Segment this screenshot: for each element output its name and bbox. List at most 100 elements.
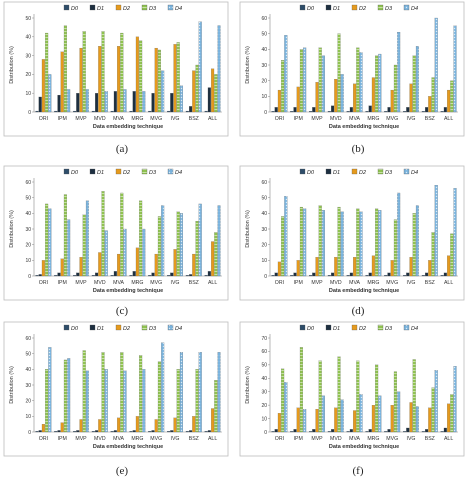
bar-mvd-d2 — [98, 419, 102, 433]
x-tick-label: IPM — [58, 116, 67, 122]
bar-ipm-d2 — [296, 407, 300, 433]
bar-ivg-d0 — [403, 431, 407, 433]
bar-mva-d0 — [110, 275, 114, 277]
bar-all-d2 — [211, 68, 215, 113]
bar-ori-d4 — [284, 35, 288, 113]
y-tick-label: 0 — [264, 274, 267, 280]
bar-mrg-d0 — [365, 431, 369, 433]
legend-swatch-d0 — [299, 4, 306, 11]
bar-mvg-d3 — [393, 64, 397, 113]
legend-label-d2: D2 — [123, 170, 130, 176]
chart-panel-f: D0 D1 D2 D3 D4 0 10 20 30 40 50 60 70 Distribution (%… — [239, 321, 465, 477]
x-tick-label: MVD — [94, 116, 106, 122]
bar-mrg-d1 — [132, 91, 136, 113]
bar-mva-d0 — [110, 110, 114, 113]
x-axis-label: Data embedding technique — [329, 288, 399, 294]
bar-mvd-d2 — [334, 407, 338, 433]
x-tick-label: IPM — [58, 280, 67, 286]
bar-bsz-d1 — [425, 272, 429, 277]
legend-swatch-d1 — [325, 324, 332, 331]
bar-mva-d3 — [120, 32, 124, 113]
bar-mva-d1 — [349, 272, 353, 277]
bar-mvp-d4 — [321, 55, 325, 113]
bar-bsz-d4 — [434, 17, 438, 113]
x-tick-label: MVP — [75, 280, 87, 286]
y-tick-label: 10 — [261, 258, 267, 264]
bar-mvd-d4 — [104, 369, 108, 433]
legend: D0 D1 D2 D3 D4 — [63, 168, 182, 176]
x-tick-label: MVA — [113, 280, 124, 286]
legend-swatch-d4 — [167, 168, 174, 175]
subfigure-caption: (a) — [116, 143, 129, 155]
bar-mrg-d2 — [135, 247, 139, 277]
bar-ipm-d1 — [293, 429, 297, 433]
bar-all-d4 — [453, 188, 457, 277]
x-tick-label: MVG — [150, 116, 162, 122]
bar-ipm-d4 — [67, 358, 71, 433]
bar-ivg-d2 — [409, 257, 413, 277]
legend-label-d4: D4 — [175, 326, 182, 332]
y-tick-label: 10 — [261, 94, 267, 100]
bar-bsz-d1 — [425, 429, 429, 433]
y-tick-label: 60 — [25, 180, 31, 186]
x-tick-label: MVG — [386, 280, 398, 286]
bar-mvd-d2 — [334, 78, 338, 113]
bar-mva-d0 — [346, 431, 350, 433]
legend-label-d3: D3 — [149, 326, 157, 332]
bar-mrg-d4 — [142, 369, 146, 433]
bar-ivg-d2 — [173, 44, 177, 113]
x-tick-label: ALL — [208, 116, 217, 122]
bar-mvg-d2 — [390, 260, 394, 277]
y-tick-label: 40 — [261, 211, 267, 217]
bar-mvg-d3 — [157, 49, 161, 113]
bar-mvg-d1 — [151, 93, 155, 113]
bar-mrg-d3 — [139, 200, 143, 277]
bar-mvp-d0 — [309, 431, 313, 433]
x-tick-label: MVA — [349, 116, 360, 122]
chart-panel-d: D0 D1 D2 D3 D4 0 10 20 30 40 50 60 Distribution (%) O… — [239, 165, 465, 317]
x-tick-label: IVG — [407, 116, 416, 122]
y-axis-label: Distribution (%) — [245, 46, 251, 84]
bar-ori-d3 — [45, 369, 49, 433]
bar-bsz-d2 — [192, 416, 196, 433]
subfigure-caption: (d) — [352, 305, 365, 317]
bar-mvg-d0 — [384, 275, 388, 277]
legend: D0 D1 D2 D3 D4 — [299, 324, 418, 332]
bar-mrg-d1 — [132, 430, 136, 433]
panel-border — [239, 1, 465, 137]
bar-mrg-d3 — [375, 55, 379, 113]
y-axis-label: Distribution (%) — [9, 210, 15, 248]
x-tick-label: ALL — [208, 436, 217, 442]
x-tick-label: ORI — [39, 436, 48, 442]
x-tick-label: MVP — [75, 116, 87, 122]
legend-swatch-d0 — [299, 168, 306, 175]
x-tick-label: ALL — [208, 280, 217, 286]
legend-swatch-d4 — [403, 4, 410, 11]
bar-ori-d0 — [35, 110, 39, 113]
bar-mva-d4 — [123, 89, 127, 113]
legend-swatch-d1 — [325, 168, 332, 175]
bar-bsz-d4 — [198, 21, 202, 113]
x-tick-label: MVG — [150, 436, 162, 442]
subfigure-caption: (c) — [116, 305, 129, 317]
x-tick-label: BSZ — [189, 280, 199, 286]
bar-ipm-d4 — [303, 47, 307, 113]
x-tick-label: IVG — [171, 436, 180, 442]
x-tick-label: BSZ — [189, 436, 199, 442]
bar-ori-d1 — [38, 274, 42, 277]
bar-mrg-d4 — [142, 228, 146, 277]
y-tick-label: 40 — [25, 367, 31, 373]
bar-ivg-d1 — [406, 107, 410, 113]
y-axis-label: Distribution (%) — [245, 210, 251, 248]
bar-mvd-d0 — [327, 275, 331, 277]
bar-ipm-d2 — [60, 258, 64, 277]
bar-mvd-d2 — [98, 252, 102, 277]
bar-ivg-d3 — [176, 211, 180, 277]
bar-mrg-d1 — [368, 105, 372, 113]
x-tick-label: ORI — [39, 116, 48, 122]
x-tick-label: MVD — [94, 436, 106, 442]
bar-mvp-d0 — [73, 275, 77, 277]
bar-ivg-d4 — [179, 213, 183, 277]
legend: D0 D1 D2 D3 D4 — [63, 324, 182, 332]
legend-label-d4: D4 — [411, 6, 418, 12]
